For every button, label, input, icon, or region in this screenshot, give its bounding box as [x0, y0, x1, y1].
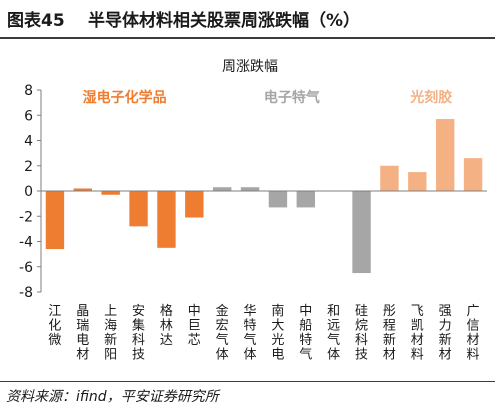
- x-tick-label: 江化微: [48, 304, 61, 348]
- bar: [129, 191, 148, 227]
- x-tick-label: 中巨芯: [188, 304, 201, 348]
- y-tick-label: -8: [19, 285, 33, 301]
- x-tick-label: 和远气体: [327, 304, 340, 363]
- x-tick-label: 南大光电: [271, 303, 284, 363]
- y-tick-label: -2: [19, 209, 33, 225]
- bar: [268, 191, 288, 208]
- bar-chart: 周涨跌幅 -8 -6 -4 -2 0 2 4 6 8 江化微 晶瑞电材 上海新阳 安集科技 格林达 中巨芯 金宏…: [19, 59, 487, 363]
- x-tick-label: 晶瑞电材: [76, 304, 89, 363]
- y-tick-label: -6: [19, 260, 33, 276]
- y-tick-label: 6: [24, 108, 33, 124]
- y-tick-label: 4: [24, 134, 33, 150]
- bar: [101, 191, 120, 195]
- figure-header: 图表45 半导体材料相关股票周涨跌幅（%）: [0, 0, 495, 36]
- x-tick-label: 安集科技: [132, 304, 145, 363]
- x-tick-label: 中船特气: [299, 304, 312, 363]
- x-tick-label: 华特气体: [244, 304, 257, 363]
- bar: [212, 187, 232, 191]
- bar: [408, 172, 427, 191]
- x-tick-label: 广信材料: [467, 304, 480, 363]
- bar: [463, 158, 483, 191]
- group-label: 电子特气: [264, 89, 320, 106]
- bar: [185, 191, 204, 218]
- bar: [352, 191, 371, 274]
- group-label: 湿电子化学品: [83, 89, 167, 106]
- y-tick-label: -4: [19, 235, 33, 251]
- bar: [296, 191, 316, 208]
- x-tick-label: 上海新阳: [104, 304, 117, 363]
- x-tick-label: 飞凯材料: [411, 304, 424, 363]
- bar: [45, 191, 65, 250]
- group-label: 光刻胶: [409, 89, 452, 106]
- x-tick-label: 彤程新材: [383, 304, 396, 363]
- bar: [240, 187, 260, 191]
- x-tick-label: 硅烷科技: [355, 304, 368, 363]
- x-tick-label: 格林达: [160, 303, 173, 348]
- figure-number: 图表45: [7, 11, 65, 31]
- footer-rule: [0, 381, 495, 382]
- bar: [435, 119, 455, 191]
- bar: [380, 165, 399, 191]
- bar: [73, 188, 93, 191]
- chart-title: 周涨跌幅: [222, 59, 278, 75]
- y-tick-label: 2: [24, 159, 33, 175]
- source-note: 资料来源：ifind，平安证券研究所: [6, 389, 219, 405]
- y-tick-label: 0: [24, 184, 33, 200]
- header-rule: [0, 37, 495, 39]
- y-tick-label: 8: [24, 83, 33, 99]
- x-tick-label: 金宏气体: [216, 303, 229, 363]
- figure-title: 半导体材料相关股票周涨跌幅（%）: [88, 11, 361, 31]
- bar: [157, 191, 176, 248]
- x-tick-label: 强力新材: [439, 304, 452, 363]
